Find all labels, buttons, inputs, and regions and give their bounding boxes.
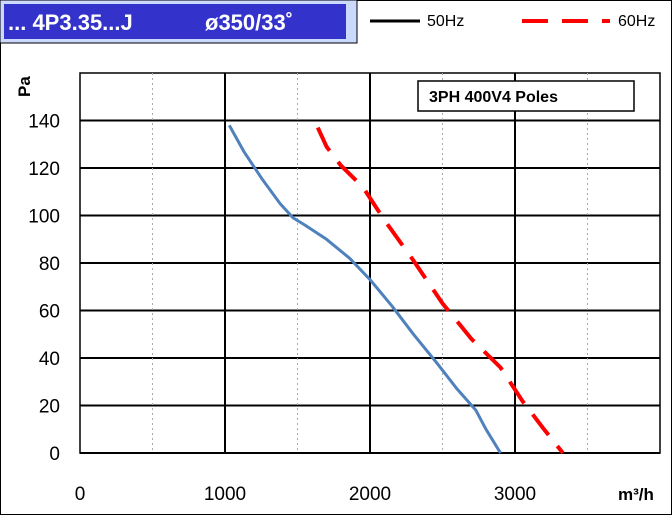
y-tick-label-40: 40 [39, 349, 60, 370]
x-tick-label-3000: 3000 [494, 484, 536, 505]
annotation-box [417, 80, 635, 112]
series-line-60hz [315, 126, 565, 455]
x-tick-label-1000: 1000 [204, 484, 246, 505]
y-tick-label-0: 0 [49, 444, 60, 465]
legend-label-50hz: 50Hz [427, 13, 464, 30]
grid [80, 73, 660, 454]
y-tick-label-100: 100 [28, 207, 60, 228]
model-box-inner [4, 4, 346, 39]
x-axis-title: m³/h [618, 485, 654, 504]
y-axis-title: Pa [15, 76, 34, 97]
series-line-50hz [227, 124, 502, 454]
y-tick-label-60: 60 [39, 302, 60, 323]
y-tick-label-120: 120 [28, 159, 60, 180]
diameter-label: ø350/33˚ [205, 10, 293, 35]
model-label: ... 4P3.35...J [8, 10, 133, 35]
legend: 50Hz 60Hz [370, 13, 655, 30]
series-group [227, 124, 565, 455]
tick-labels: 0 20 40 60 80 100 120 140 0 1000 2000 3000 [28, 112, 536, 506]
x-tick-label-0: 0 [75, 484, 86, 505]
model-box-border [0, 0, 358, 44]
y-tick-label-80: 80 [39, 254, 60, 275]
y-tick-label-140: 140 [28, 112, 60, 133]
annotation-label: 3PH 400V4 Poles [429, 89, 558, 106]
y-tick-label-20: 20 [39, 397, 60, 418]
legend-label-60hz: 60Hz [618, 13, 655, 30]
x-tick-label-2000: 2000 [349, 484, 391, 505]
